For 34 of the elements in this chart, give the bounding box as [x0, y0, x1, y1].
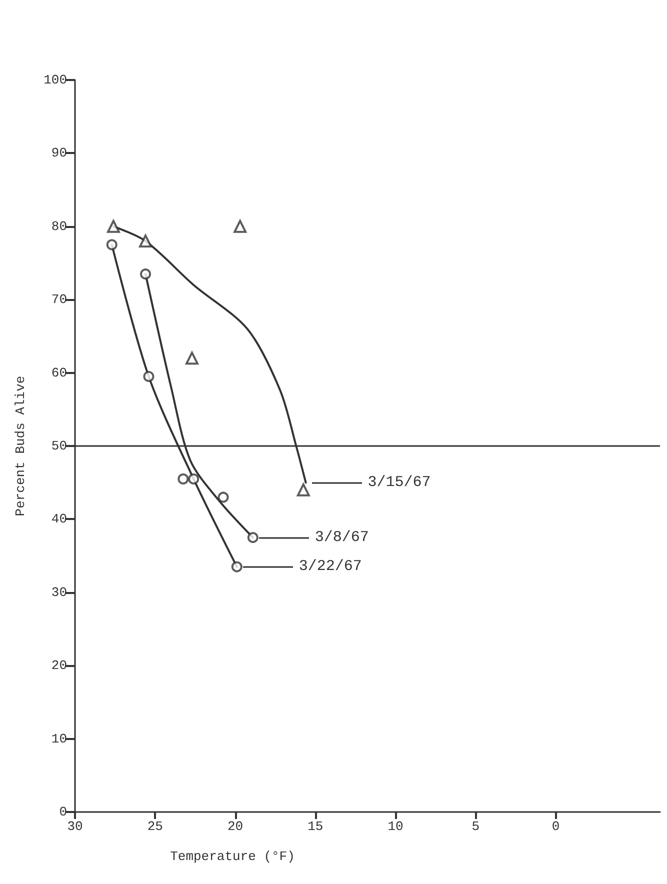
- y-tick-label: 40: [51, 512, 67, 527]
- y-tick-label: 20: [51, 658, 67, 674]
- point: [247, 532, 258, 543]
- y-tick-label: 100: [44, 72, 67, 88]
- legend-label: 3/8/67: [314, 528, 369, 546]
- x-tick-label: 20: [227, 819, 244, 834]
- y-tick-label: 80: [51, 218, 67, 234]
- point: [140, 268, 152, 280]
- x-tick-label: 25: [147, 819, 163, 834]
- y-axis-title: Percent Buds Alive: [13, 376, 28, 516]
- point: [186, 352, 198, 365]
- y-tick-label: 30: [51, 584, 67, 600]
- legend-label: 3/22/67: [298, 558, 362, 576]
- x-tick-label: 30: [67, 819, 83, 834]
- point: [139, 234, 152, 248]
- point: [218, 492, 229, 503]
- x-tick-label: 15: [308, 819, 324, 834]
- point: [106, 239, 118, 250]
- x-tick-label: 5: [472, 819, 480, 834]
- x-tick-label: 10: [388, 819, 404, 834]
- y-tick-label: 60: [51, 365, 67, 380]
- y-tick-label: 90: [51, 146, 67, 161]
- point: [143, 370, 154, 382]
- y-tick-label: 50: [51, 438, 67, 454]
- point: [231, 561, 242, 572]
- y-tick-label: 10: [51, 731, 67, 746]
- x-tick-label: 0: [552, 819, 560, 834]
- legend-label: 3/15/67: [368, 474, 431, 492]
- point: [106, 220, 120, 233]
- point: [234, 220, 247, 233]
- point: [178, 473, 189, 484]
- point: [188, 473, 200, 484]
- x-axis-title: Temperature (°F): [170, 849, 295, 864]
- point: [296, 483, 310, 496]
